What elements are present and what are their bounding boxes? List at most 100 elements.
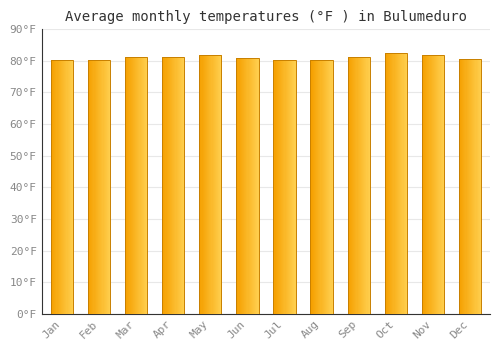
Bar (58, 60, 60, 314)
Bar (244, 58, 245, 314)
Bar (52, 60, 53, 314)
Bar (54, 60, 56, 314)
Bar (180, 57, 181, 314)
Bar (348, 57, 350, 314)
Bar (60, 60, 61, 314)
Bar (290, 61, 291, 314)
Bar (276, 61, 278, 314)
Bar (248, 58, 250, 314)
Bar (394, 53, 396, 314)
Bar (476, 59, 478, 314)
Bar (182, 57, 184, 314)
Bar (351, 57, 352, 314)
Bar (236, 58, 258, 314)
Bar (460, 59, 461, 314)
Bar (474, 59, 476, 314)
Bar (219, 55, 220, 314)
Bar (145, 57, 146, 314)
Bar (104, 61, 106, 314)
Bar (92, 61, 94, 314)
Bar (384, 53, 407, 314)
Bar (61, 60, 62, 314)
Bar (428, 55, 430, 314)
Bar (438, 55, 440, 314)
Bar (133, 57, 134, 314)
Bar (183, 57, 184, 314)
Bar (427, 55, 428, 314)
Bar (144, 57, 145, 314)
Bar (462, 59, 464, 314)
Bar (204, 55, 206, 314)
Bar (327, 60, 328, 314)
Bar (317, 60, 318, 314)
Bar (176, 57, 178, 314)
Bar (162, 57, 164, 314)
Bar (330, 60, 332, 314)
Bar (459, 59, 481, 314)
Bar (292, 61, 294, 314)
Bar (51, 60, 52, 314)
Bar (440, 55, 442, 314)
Bar (314, 60, 315, 314)
Bar (470, 59, 471, 314)
Bar (434, 55, 435, 314)
Bar (425, 55, 426, 314)
Bar (53, 60, 54, 314)
Bar (96, 61, 97, 314)
Bar (294, 61, 296, 314)
Bar (214, 55, 215, 314)
Bar (392, 53, 394, 314)
Bar (471, 59, 472, 314)
Bar (468, 59, 469, 314)
Bar (384, 53, 386, 314)
Bar (289, 61, 290, 314)
Bar (236, 58, 238, 314)
Bar (169, 57, 170, 314)
Bar (70, 60, 71, 314)
Bar (163, 57, 164, 314)
Bar (181, 57, 182, 314)
Bar (51, 60, 73, 314)
Bar (315, 60, 316, 314)
Bar (250, 58, 251, 314)
Bar (207, 55, 208, 314)
Bar (424, 55, 425, 314)
Bar (134, 57, 135, 314)
Bar (422, 55, 444, 314)
Bar (473, 59, 474, 314)
Bar (109, 61, 110, 314)
Bar (164, 57, 166, 314)
Bar (128, 57, 130, 314)
Bar (388, 53, 389, 314)
Bar (396, 53, 397, 314)
Bar (466, 59, 468, 314)
Bar (89, 61, 90, 314)
Bar (426, 55, 428, 314)
Bar (143, 57, 144, 314)
Bar (480, 59, 481, 314)
Bar (469, 59, 470, 314)
Bar (432, 55, 433, 314)
Bar (310, 60, 332, 314)
Bar (478, 59, 479, 314)
Bar (200, 55, 202, 314)
Bar (442, 55, 443, 314)
Bar (274, 61, 276, 314)
Bar (324, 60, 325, 314)
Bar (208, 55, 210, 314)
Bar (135, 57, 136, 314)
Bar (353, 57, 354, 314)
Bar (406, 53, 407, 314)
Bar (162, 57, 184, 314)
Bar (199, 55, 222, 314)
Bar (318, 60, 320, 314)
Bar (126, 57, 128, 314)
Bar (210, 55, 212, 314)
Bar (242, 58, 243, 314)
Bar (132, 57, 133, 314)
Title: Average monthly temperatures (°F ) in Bulumeduro: Average monthly temperatures (°F ) in Bu… (65, 10, 467, 24)
Bar (217, 55, 218, 314)
Bar (400, 53, 402, 314)
Bar (108, 61, 109, 314)
Bar (209, 55, 210, 314)
